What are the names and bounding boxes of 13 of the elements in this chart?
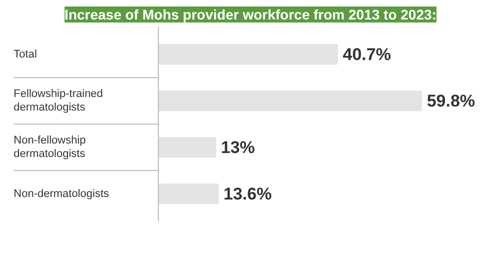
bar bbox=[158, 90, 422, 112]
data-label: 59.8% bbox=[426, 91, 476, 110]
bar bbox=[158, 137, 216, 158]
chart-title: Increase of Mohs provider workforce from 2013 to 2023: bbox=[64, 6, 436, 22]
y-tick-label: Fellowship-trained dermatologists bbox=[14, 88, 103, 114]
data-label: 13.6% bbox=[224, 184, 272, 204]
data-label: 40.7% bbox=[342, 44, 391, 64]
y-tick-label: Total bbox=[14, 48, 37, 60]
data-label: 13% bbox=[220, 138, 255, 157]
bar bbox=[158, 44, 338, 65]
y-tick-label: Non-fellowship dermatologists bbox=[14, 134, 86, 160]
bar bbox=[158, 184, 219, 204]
y-tick-label: Non-dermatologists bbox=[14, 188, 110, 200]
